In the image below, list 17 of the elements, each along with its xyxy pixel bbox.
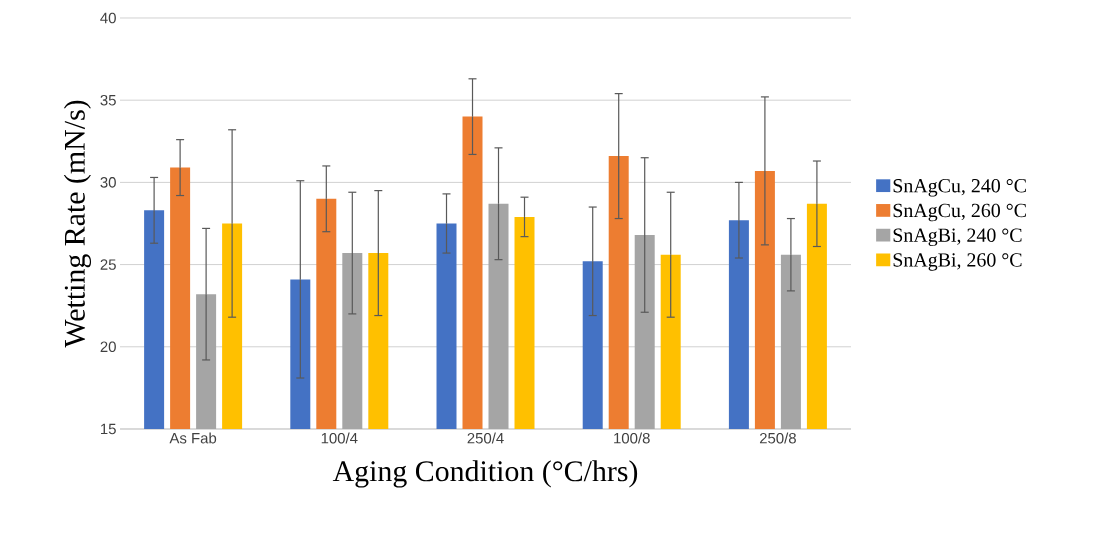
y-tick-label: 15 [101, 423, 116, 435]
y-tick-label: 20 [100, 341, 116, 353]
x-tick-label: 100/8 [614, 432, 650, 444]
legend-label: SnAgCu, 260 °C [893, 203, 1026, 222]
x-tick-label: 250/8 [759, 432, 796, 444]
x-tick-label: 100/4 [321, 432, 358, 444]
y-tick-label: 30 [100, 177, 116, 188]
legend-label: SnAgBi, 240 °C [893, 228, 1022, 247]
x-axis-title: Aging Condition (°C/hrs) [332, 460, 638, 488]
legend-label: SnAgCu, 240 °C [893, 179, 1026, 197]
y-tick-label: 25 [100, 259, 116, 270]
y-tick-label: 40 [100, 12, 116, 24]
y-tick-label: 35 [100, 94, 116, 106]
y-axis-title: Wetting Rate (mN/s) [63, 100, 92, 348]
legend-label: SnAgBi, 260 °C [893, 253, 1022, 271]
x-tick-label: As Fab [169, 432, 217, 444]
x-tick-label: 250/4 [467, 432, 504, 444]
